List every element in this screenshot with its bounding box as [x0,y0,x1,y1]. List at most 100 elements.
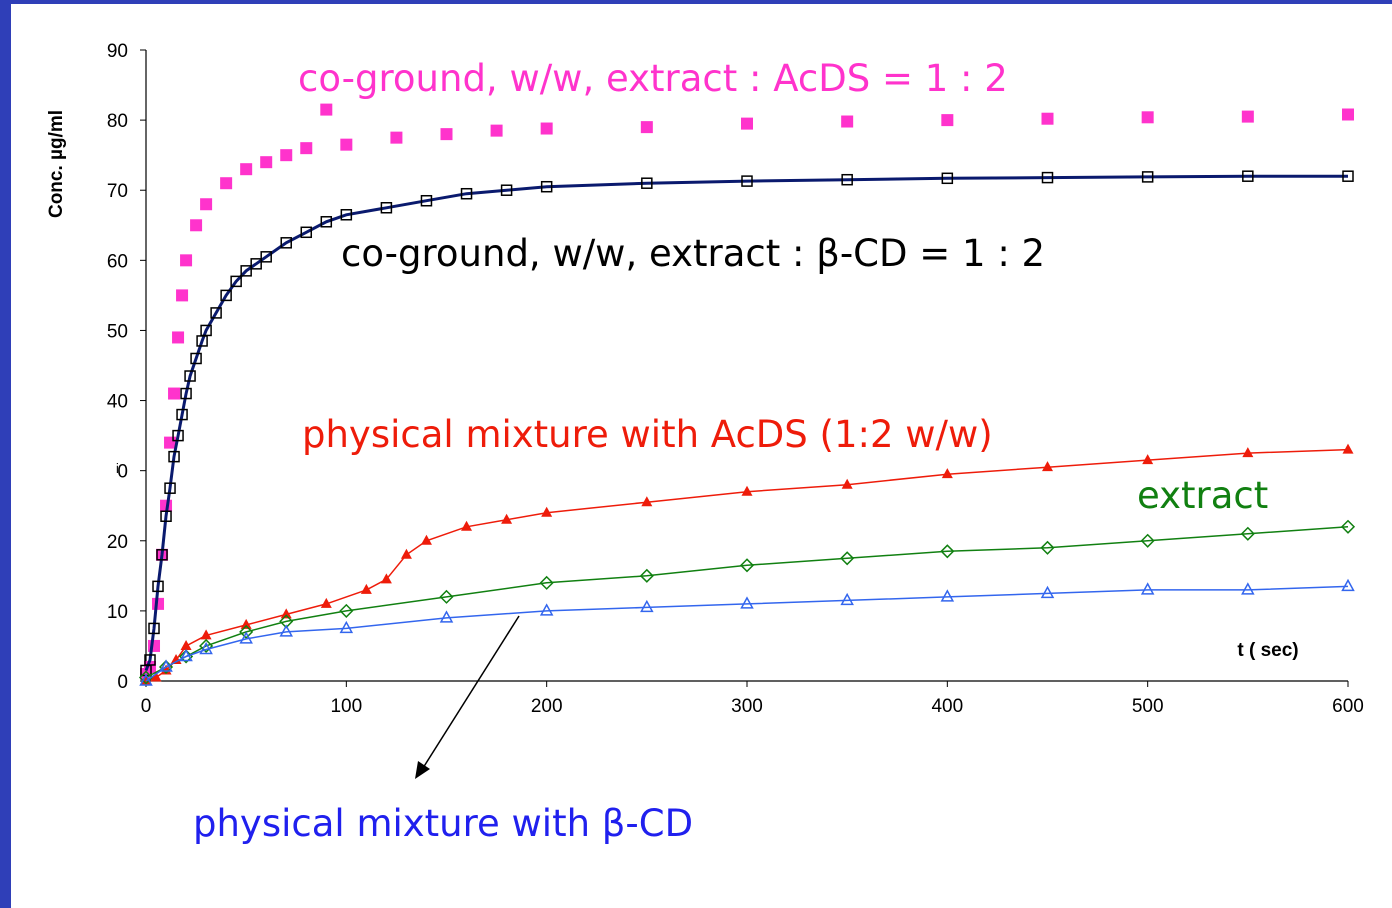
data-point [279,624,294,637]
data-point [420,194,433,207]
data-point [179,648,193,662]
data-point [180,639,192,650]
data-point [501,513,513,524]
annotation-extract: extract [1137,474,1268,517]
data-point [168,450,180,463]
data-point [1141,111,1154,124]
data-point [320,597,332,608]
data-point [500,184,513,196]
data-point [641,177,653,189]
data-point [461,520,473,531]
data-point [740,596,754,609]
data-point [340,209,353,221]
x-tick-label: 200 [531,696,563,717]
series-line [145,585,1349,682]
data-point [390,131,403,144]
x-ticks: 0 100 200 300 400 500 600 [141,681,1364,717]
data-point [380,202,393,214]
data-point [840,592,854,606]
data-point [239,624,254,639]
data-point [1341,578,1355,592]
data-point [280,608,292,619]
data-point [200,629,212,640]
data-point [160,510,172,522]
data-point [180,254,193,267]
data-point [490,124,503,137]
data-point [148,622,160,635]
annotation-arrow-head [415,761,430,779]
data-point [160,664,172,675]
data-point [941,114,954,127]
x-tick-label: 0 [141,696,152,717]
data-point [741,485,753,496]
y-tick-label: ͥ0 [116,462,128,483]
data-point [280,237,292,249]
data-point [240,163,253,176]
data-point [841,478,853,489]
annotation-physical-acds: physical mixture with AcDS (1:2 w/w) [302,413,993,456]
x-axis-title: t ( sec) [1237,640,1298,661]
data-point [1240,526,1255,541]
y-tick-label: 0 [117,672,128,693]
data-point [941,468,953,479]
data-point [200,324,212,337]
data-point [184,370,196,382]
data-point [539,603,554,616]
data-point [339,620,354,634]
series-line [145,526,1349,679]
data-point [1241,582,1255,595]
data-point [176,408,188,421]
data-point [840,551,855,566]
x-tick-label: 600 [1332,696,1364,717]
data-point [1042,461,1053,472]
data-point [190,352,202,365]
data-point [741,175,753,187]
slide-background: 0 100 200 300 400 500 600 0 10 20ͥ0 40 50 60 70 80 90 … [11,4,1392,908]
data-point [639,568,654,583]
data-point [400,548,412,559]
y-tick-label: 40 [107,392,128,413]
data-point [439,589,454,604]
data-point [300,142,313,155]
data-point [144,654,156,666]
data-point [199,641,213,655]
annotation-arrow-line [422,615,520,769]
data-point [240,265,252,277]
data-point [540,122,553,135]
data-point [164,482,176,494]
data-point [1041,112,1054,125]
data-point [640,599,654,613]
data-point [540,180,553,193]
y-axis-title: Conc. µg/ml [46,110,67,218]
dissolution-chart: 0 100 200 300 400 500 600 01020ͥ0405060708090 … [46,41,1364,845]
annotation-coground-acds: co-ground, w/w, extract : AcDS = 1 : 2 [298,57,1008,100]
data-point [360,583,372,594]
data-point [180,387,192,400]
data-point [172,331,185,344]
data-point [1040,585,1055,599]
data-point [739,558,755,573]
data-point [280,149,293,162]
data-point [260,251,272,263]
data-point [640,121,653,134]
data-point [164,436,177,449]
data-point [1040,540,1055,555]
data-point [460,187,473,200]
annotation-layer: co-ground, w/w, extract : AcDS = 1 : 2 c… [193,57,1268,845]
data-point [1342,108,1354,121]
data-point [260,156,273,169]
series-5 [139,578,1355,686]
data-point [340,138,353,151]
series-layer [138,103,1356,686]
data-point [210,307,222,319]
data-point [439,610,454,623]
data-point [741,117,753,130]
data-point [841,115,854,128]
data-point [1242,447,1254,458]
data-point [150,671,162,682]
y-tick-label: 20 [107,532,128,553]
data-point [140,675,152,685]
data-point [320,216,333,228]
y-ticks: 0 10 20ͥ0 40 50 60 70 80 90 [107,41,146,693]
data-point [152,580,164,593]
